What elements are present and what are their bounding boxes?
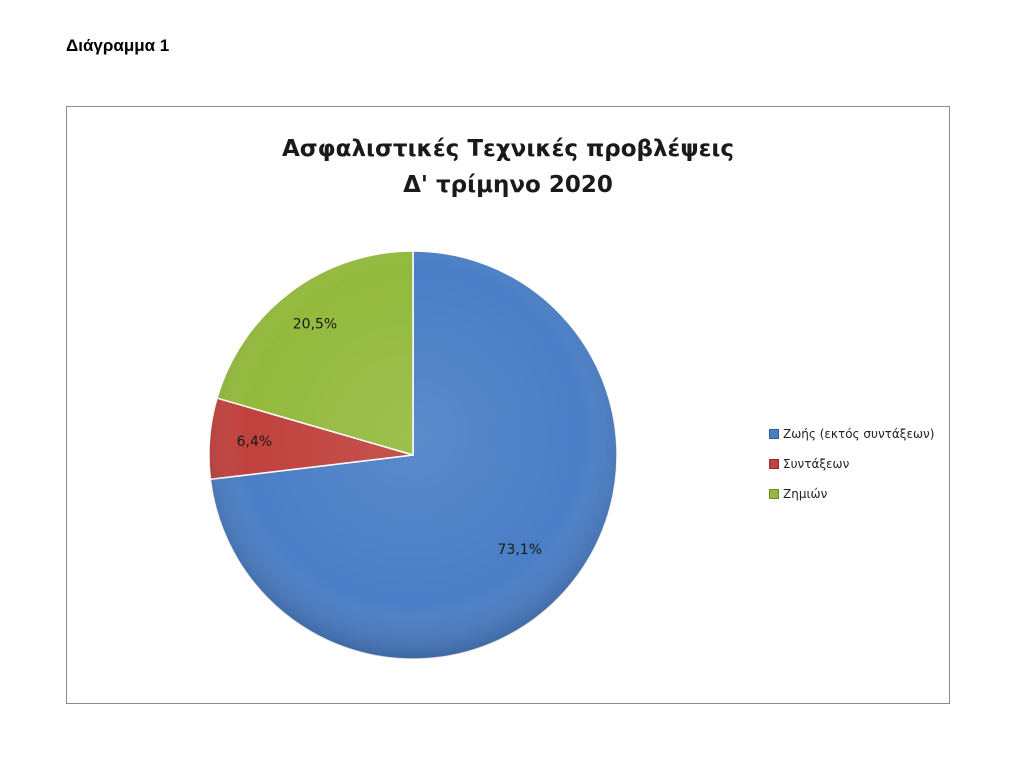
legend-item-non-life: Ζημιών xyxy=(769,479,934,509)
chart-title-line-2: Δ' τρίμηνο 2020 xyxy=(403,172,613,198)
chart-frame: Ασφαλιστικές Τεχνικές προβλέψεις Δ' τρίμ… xyxy=(66,106,950,704)
legend-label-non-life: Ζημιών xyxy=(783,487,828,501)
chart-legend: Ζωής (εκτός συντάξεων) Συντάξεων Ζημιών xyxy=(769,419,934,509)
pie-label-pensions: 6,4% xyxy=(237,434,273,450)
document-heading: Διάγραμμα 1 xyxy=(66,36,170,55)
legend-swatch-life xyxy=(769,429,779,439)
pie-label-non-life: 20,5% xyxy=(293,317,337,333)
legend-swatch-pensions xyxy=(769,459,779,469)
legend-swatch-non-life xyxy=(769,489,779,499)
pie-label-life: 73,1% xyxy=(498,542,542,558)
chart-title-line-1: Ασφαλιστικές Τεχνικές προβλέψεις xyxy=(281,136,735,162)
pie-chart: 73,1% 6,4% 20,5% xyxy=(208,250,618,660)
legend-label-pensions: Συντάξεων xyxy=(783,457,850,471)
chart-title: Ασφαλιστικές Τεχνικές προβλέψεις Δ' τρίμ… xyxy=(67,131,949,203)
legend-item-life: Ζωής (εκτός συντάξεων) xyxy=(769,419,934,449)
legend-item-pensions: Συντάξεων xyxy=(769,449,934,479)
legend-label-life: Ζωής (εκτός συντάξεων) xyxy=(783,427,935,441)
